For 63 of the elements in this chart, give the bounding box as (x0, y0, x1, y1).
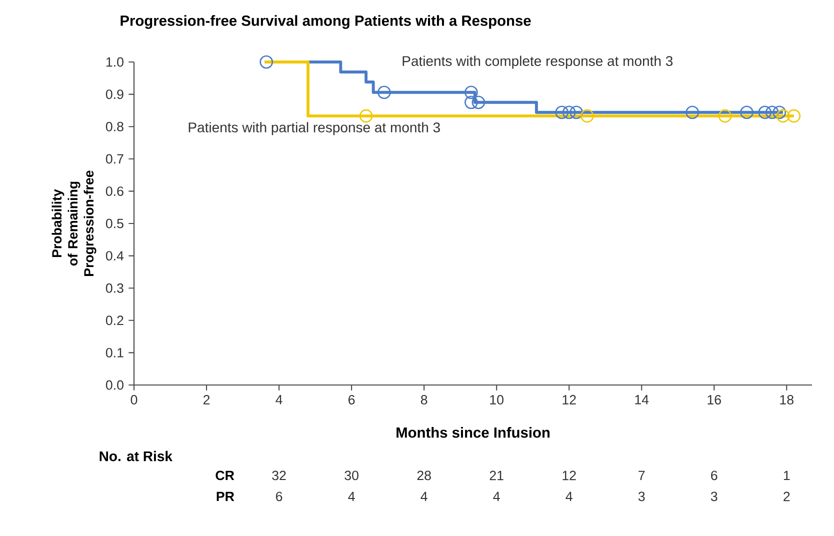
y-tick-label: 0.6 (106, 186, 124, 196)
text: 4 (420, 492, 428, 502)
y-axis-title: Probability of Remaining Progression-free (52, 170, 96, 276)
y-tick-label: 0.5 (106, 218, 124, 228)
text: 3 (710, 492, 718, 502)
point (686, 106, 700, 120)
x-tick-label: 0 (130, 395, 138, 404)
text: 4 (348, 492, 355, 502)
y-tick-label: 0.4 (106, 251, 124, 261)
y-tick-label: 0.3 (106, 283, 124, 293)
y-tick-label: 1.0 (106, 57, 124, 67)
text: 7 (638, 470, 645, 480)
point (359, 109, 373, 123)
x-axis-title: Months since Infusion (396, 426, 550, 438)
chart-title: Progression-free Survival among Patients with a Response (120, 15, 531, 29)
point (260, 55, 274, 69)
point (562, 106, 576, 120)
y-tick-label: 0.0 (106, 380, 124, 390)
point (718, 109, 732, 123)
y-tick-label: 0.2 (106, 316, 124, 326)
text: 6 (276, 492, 282, 502)
x-tick-label: 2 (203, 395, 210, 404)
point (570, 106, 584, 120)
y-tick-label: 0.8 (106, 122, 124, 132)
point (765, 106, 779, 120)
x-tick-label: 6 (348, 395, 355, 404)
text: PR (216, 492, 234, 502)
text: No. at Risk (100, 450, 172, 462)
point (378, 86, 391, 100)
series-label: Patients with partial response at month 3 (188, 122, 440, 136)
point (464, 96, 478, 110)
text: 12 (562, 470, 576, 480)
x-tick-label: 16 (708, 395, 721, 404)
text: 28 (417, 470, 431, 480)
x-tick-label: 14 (635, 395, 649, 404)
point (776, 109, 790, 123)
y-tick-label: 0.9 (106, 90, 124, 100)
point (464, 86, 478, 100)
text: 1 (784, 470, 790, 480)
point (787, 109, 801, 123)
point (758, 106, 772, 120)
text: CR (216, 470, 234, 480)
text: 30 (344, 470, 358, 480)
text: 4 (493, 492, 500, 502)
point (580, 109, 594, 123)
text: 4 (566, 492, 572, 502)
point (472, 96, 486, 110)
x-tick-label: 12 (562, 395, 576, 404)
text: 21 (490, 470, 504, 480)
series-label: Patients with complete response at month 3 (402, 56, 673, 69)
text: 2 (784, 492, 790, 502)
x-tick-label: 4 (276, 395, 282, 404)
x-tick-label: 10 (490, 395, 504, 404)
point (772, 106, 786, 120)
y-tick-label: 0.7 (106, 154, 124, 164)
x-tick-label: 8 (420, 395, 428, 404)
point (555, 106, 569, 120)
text: 3 (638, 492, 645, 502)
text: 6 (711, 470, 718, 480)
y-tick-label: 0.1 (106, 348, 124, 358)
text: 32 (272, 470, 286, 480)
point (740, 106, 754, 120)
x-tick-label: 18 (780, 395, 794, 404)
